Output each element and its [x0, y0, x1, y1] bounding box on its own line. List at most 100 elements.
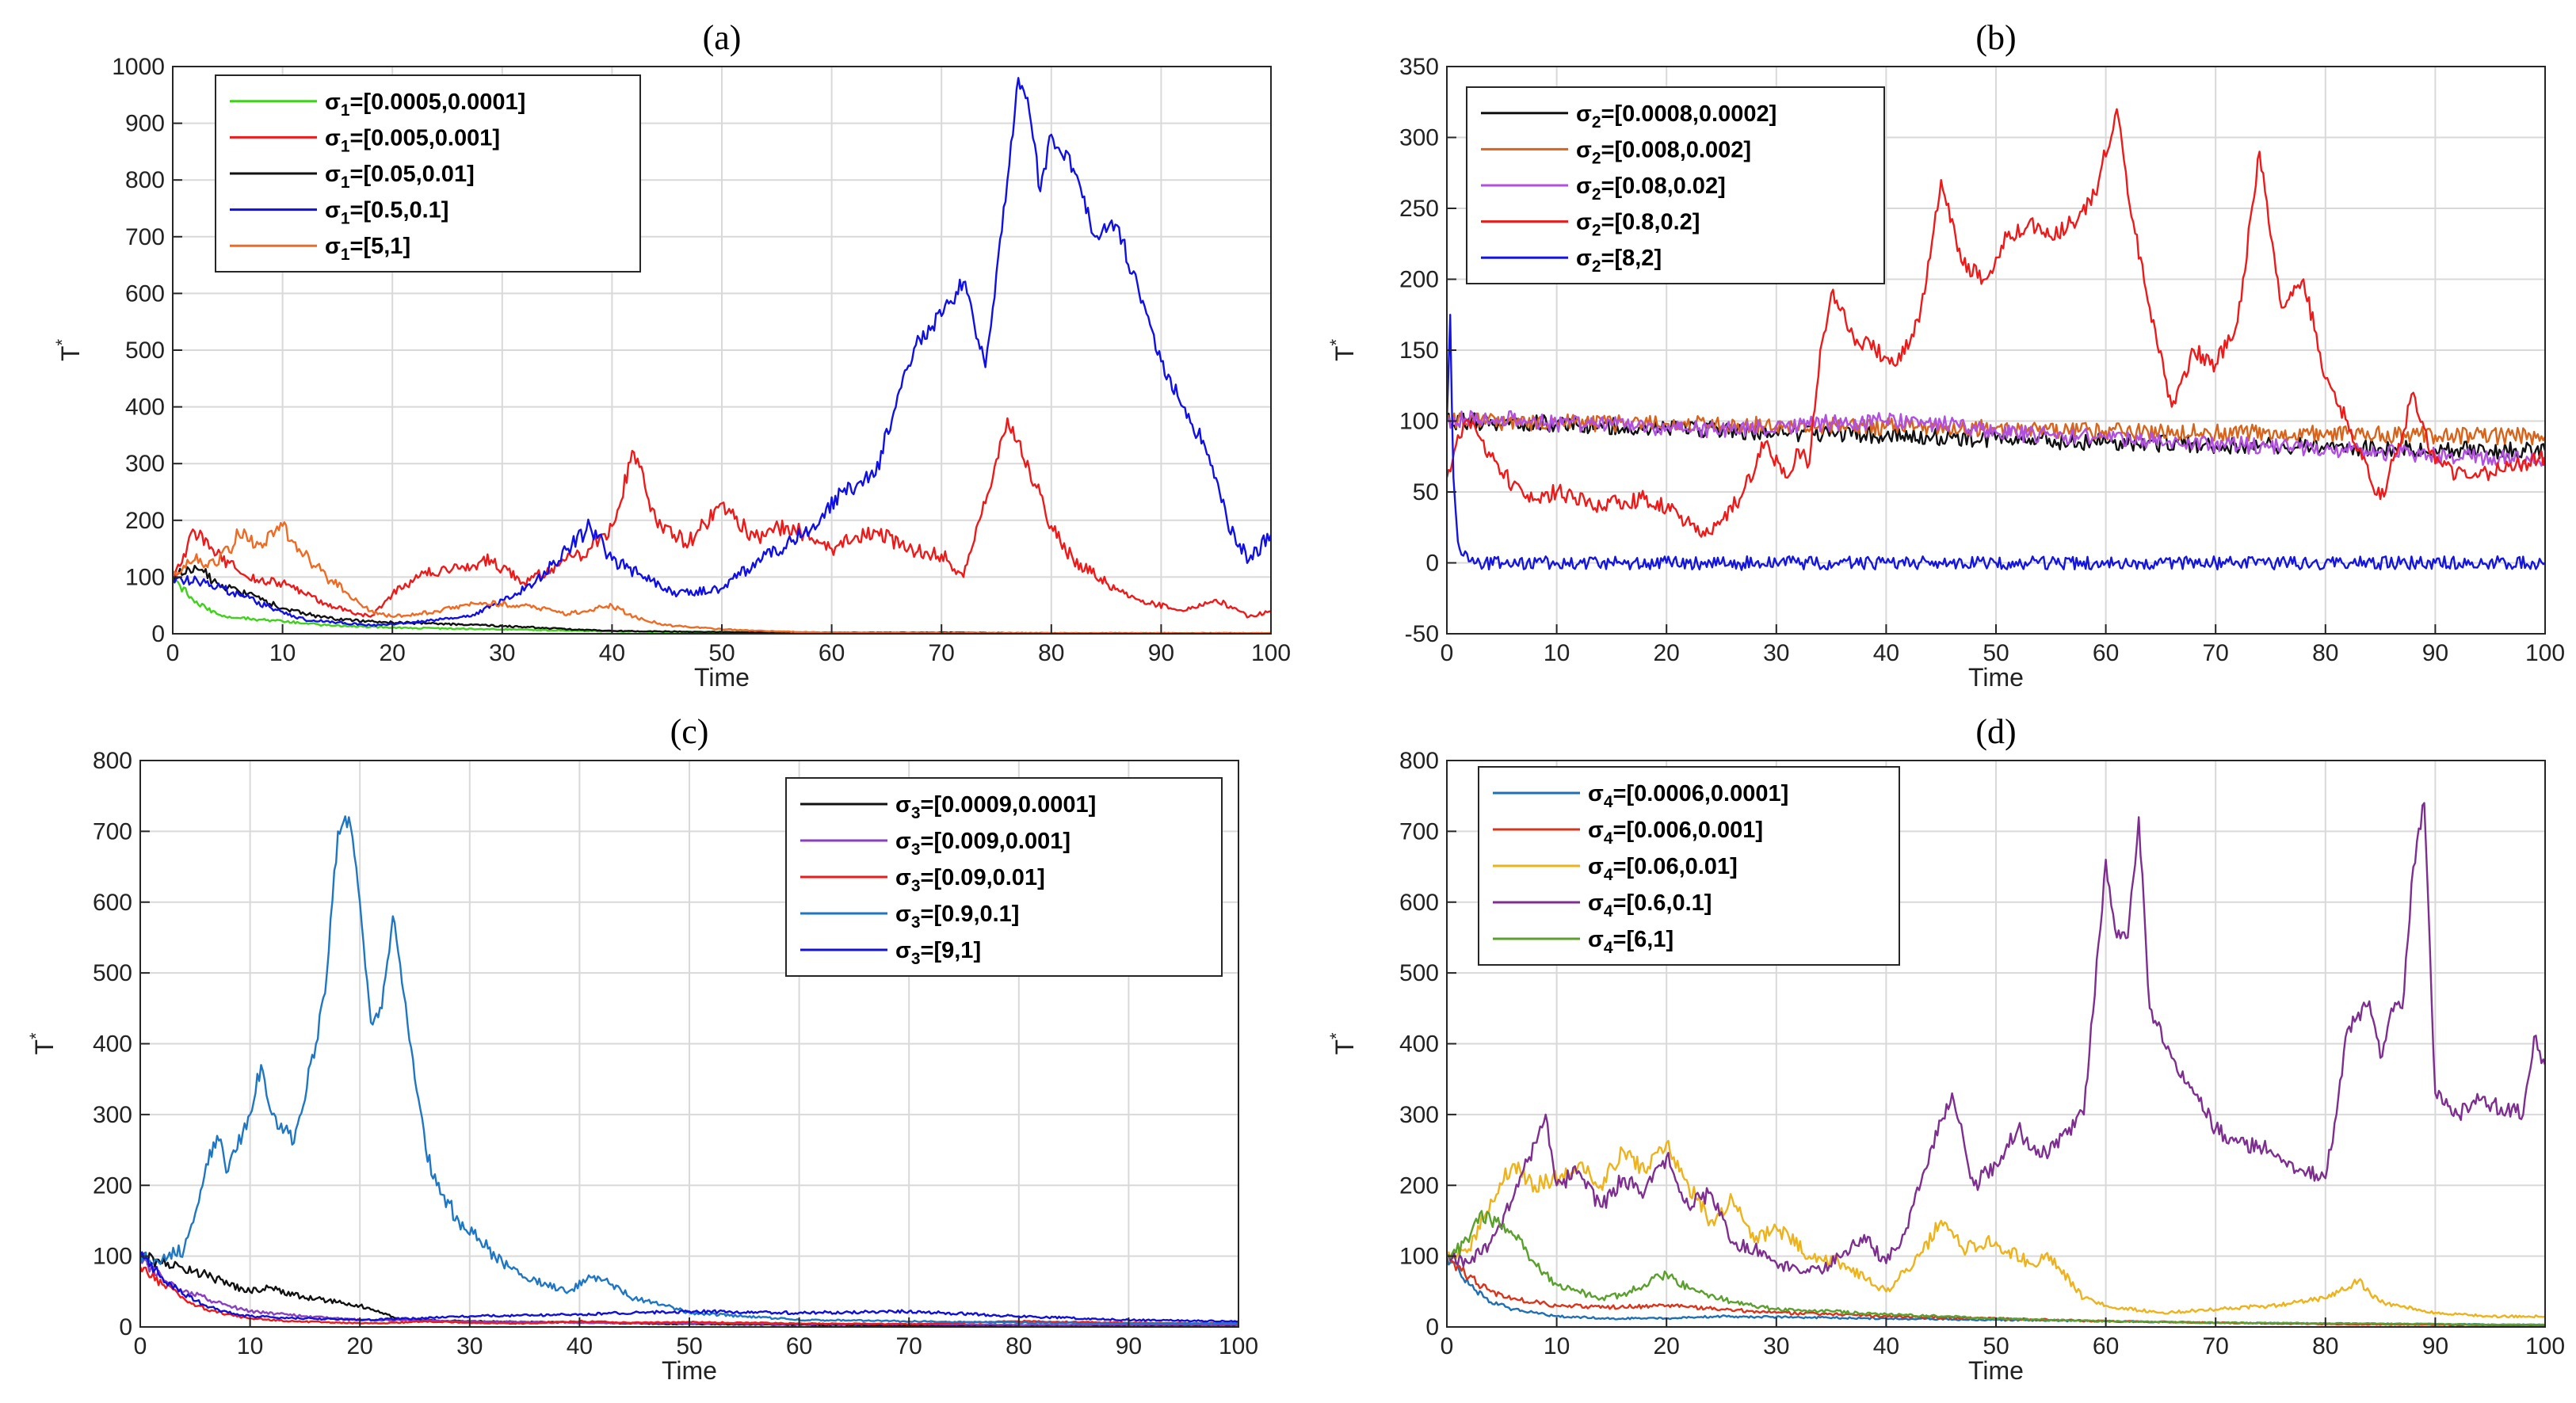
legend-entry-label: σ1=[5,1] — [325, 234, 410, 264]
x-tick-label: 50 — [1983, 1333, 2009, 1359]
y-axis-label: T* — [1326, 1032, 1359, 1055]
y-tick-label: 100 — [1399, 409, 1439, 435]
legend-entry-label: σ1=[0.05,0.01] — [325, 162, 475, 192]
x-tick-label: 20 — [1654, 640, 1680, 666]
y-tick-label: 500 — [93, 960, 132, 986]
x-tick-label: 10 — [237, 1333, 263, 1359]
x-tick-label: 30 — [456, 1333, 483, 1359]
legend-entry-label: σ2=[8,2] — [1576, 246, 1662, 276]
x-tick-label: 80 — [2312, 640, 2338, 666]
y-tick-label: 800 — [125, 167, 165, 193]
x-tick-label: 70 — [2203, 1333, 2229, 1359]
y-tick-label: 400 — [125, 395, 165, 421]
x-tick-label: 40 — [1873, 640, 1899, 666]
x-tick-label: 80 — [1006, 1333, 1032, 1359]
legend-entry-label: σ3=[0.09,0.01] — [895, 865, 1045, 895]
x-tick-label: 80 — [2312, 1333, 2338, 1359]
series-line-2 — [1447, 1139, 2545, 1319]
y-tick-label: 700 — [125, 224, 165, 250]
x-tick-label: 50 — [676, 1333, 702, 1359]
x-tick-label: 60 — [786, 1333, 812, 1359]
y-tick-label: 250 — [1399, 196, 1439, 222]
y-tick-label: 400 — [93, 1031, 132, 1058]
legend-entry-label: σ3=[0.0009,0.0001] — [895, 792, 1096, 822]
legend-entry-label: σ3=[9,1] — [895, 938, 981, 968]
legend-entry-label: σ1=[0.005,0.001] — [325, 125, 500, 155]
y-tick-label: 600 — [1399, 890, 1439, 916]
series-line-4 — [140, 1251, 1238, 1323]
y-axis-label: T* — [1326, 339, 1359, 362]
x-tick-label: 100 — [1219, 1333, 1258, 1359]
legend-entry-label: σ3=[0.009,0.001] — [895, 829, 1070, 859]
legend-entry-label: σ2=[0.0008,0.0002] — [1576, 101, 1776, 132]
grid — [140, 761, 1238, 1327]
y-tick-label: 800 — [93, 748, 132, 774]
series-line-1 — [173, 417, 1271, 619]
legend-entry-label: σ2=[0.008,0.002] — [1576, 137, 1751, 167]
x-tick-label: 70 — [2203, 640, 2229, 666]
y-tick-label: 500 — [125, 337, 165, 364]
x-tick-label: 20 — [1654, 1333, 1680, 1359]
y-axis-label: T* — [52, 339, 85, 362]
x-tick-label: 90 — [2422, 1333, 2448, 1359]
x-tick-label: 20 — [380, 640, 406, 666]
legend-entry-label: σ4=[0.06,0.01] — [1588, 854, 1738, 884]
y-tick-label: 50 — [1413, 479, 1439, 505]
series-line-3 — [173, 77, 1271, 627]
legend-entry-label: σ3=[0.9,0.1] — [895, 902, 1019, 932]
x-tick-label: 0 — [1441, 640, 1454, 666]
y-tick-label: 300 — [93, 1102, 132, 1128]
x-tick-label: 10 — [1544, 640, 1570, 666]
legend-entry-label: σ2=[0.08,0.02] — [1576, 173, 1726, 204]
legend-entry-label: σ4=[6,1] — [1588, 927, 1673, 957]
x-tick-label: 0 — [134, 1333, 147, 1359]
x-tick-label: 0 — [1441, 1333, 1454, 1359]
x-tick-label: 0 — [166, 640, 180, 666]
x-tick-label: 70 — [896, 1333, 922, 1359]
legend: σ1=[0.0005,0.0001] σ1=[0.005,0.001] σ1=[0.… — [215, 74, 641, 273]
grid — [1447, 67, 2545, 634]
legend: σ2=[0.0008,0.0002] σ2=[0.008,0.002] σ2=[0.… — [1466, 86, 1885, 284]
y-tick-label: 200 — [1399, 267, 1439, 293]
chart-panel-0: 0 10 20 30 40 50 60 70 80 90 100010020030040050060… — [52, 18, 1291, 692]
y-tick-label: 200 — [93, 1172, 132, 1199]
series-group — [1447, 108, 2545, 571]
y-tick-label: 300 — [1399, 1102, 1439, 1128]
y-tick-label: 100 — [1399, 1244, 1439, 1270]
y-axis-label: T* — [26, 1032, 59, 1055]
x-tick-label: 100 — [1251, 640, 1291, 666]
x-tick-label: 90 — [1116, 1333, 1142, 1359]
x-axis-label: Time — [1968, 663, 2024, 692]
y-tick-label: 500 — [1399, 960, 1439, 986]
chart-panel-2: 0 10 20 30 40 50 60 70 80 90 100 0 100 200 300 400 500 60… — [26, 712, 1258, 1385]
x-tick-label: 90 — [2422, 640, 2448, 666]
legend-entry-label: σ2=[0.8,0.2] — [1576, 210, 1700, 240]
series-line-3 — [140, 815, 1238, 1325]
x-tick-label: 50 — [708, 640, 735, 666]
y-tick-label: 600 — [125, 280, 165, 307]
series-line-4 — [1447, 314, 2545, 571]
x-tick-label: 20 — [347, 1333, 373, 1359]
x-tick-label: 30 — [1763, 1333, 1789, 1359]
y-tick-label: 100 — [125, 564, 165, 590]
x-tick-label: 40 — [567, 1333, 593, 1359]
x-tick-label: 60 — [2093, 1333, 2119, 1359]
chart-panel-1: 0 10 20 30 40 50 60 70 80 90 100-50050100150200250… — [1326, 18, 2565, 692]
y-tick-label: 200 — [1399, 1172, 1439, 1199]
y-tick-label: 800 — [1399, 748, 1439, 774]
y-tick-label: 350 — [1399, 54, 1439, 80]
legend-entry-label: σ4=[0.006,0.001] — [1588, 818, 1763, 848]
y-tick-label: 1000 — [112, 54, 165, 80]
y-tick-label: 600 — [93, 890, 132, 916]
x-tick-label: 30 — [489, 640, 515, 666]
y-tick-label: 400 — [1399, 1031, 1439, 1058]
y-tick-label: 700 — [1399, 818, 1439, 844]
x-tick-label: 10 — [269, 640, 296, 666]
legend-entry-label: σ4=[0.6,0.1] — [1588, 890, 1712, 921]
y-tick-label: 0 — [1425, 551, 1439, 577]
y-tick-label: 900 — [125, 111, 165, 137]
series-line-2 — [1447, 410, 2545, 468]
y-tick-label: 300 — [1399, 125, 1439, 151]
x-axis-label: Time — [1968, 1356, 2024, 1385]
